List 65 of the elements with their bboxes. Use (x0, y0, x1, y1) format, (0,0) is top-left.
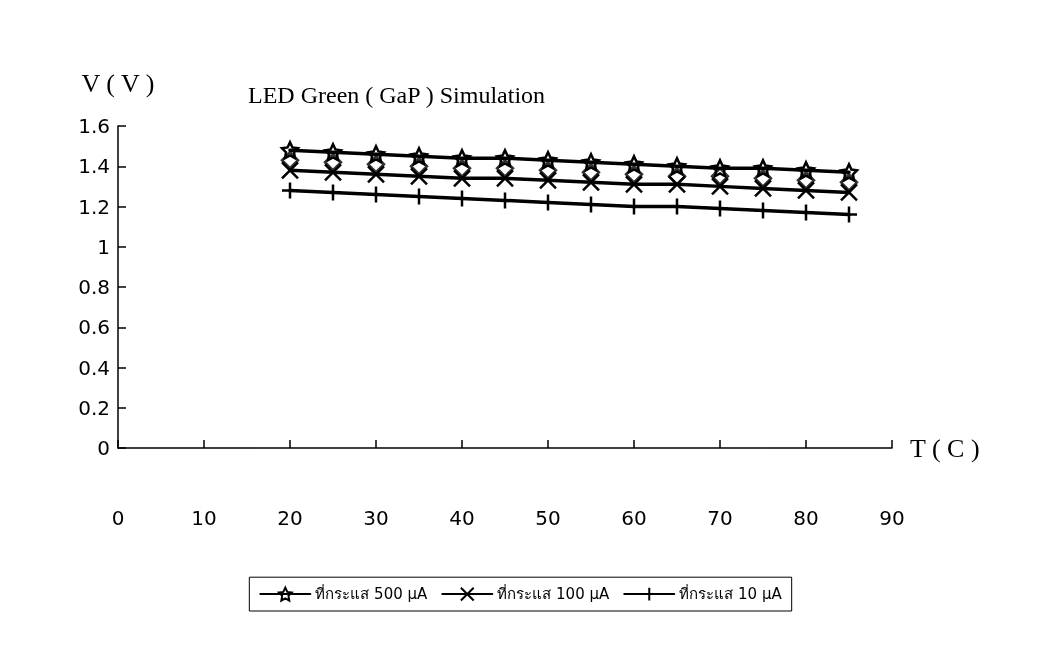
x-tick-label: 10 (191, 506, 217, 530)
x-tick-label: 60 (621, 506, 647, 530)
point (495, 159, 515, 178)
point (581, 152, 601, 172)
legend-label: ที่กระแส 10 μA (679, 583, 783, 604)
point (538, 171, 558, 190)
point (366, 154, 386, 174)
point (667, 175, 687, 194)
point (710, 159, 730, 178)
y-tick-label: 0.6 (78, 315, 110, 340)
point (796, 181, 816, 200)
y-tick-label: 1 (97, 234, 110, 259)
point (366, 165, 386, 184)
point (323, 142, 343, 162)
point (323, 163, 343, 182)
point (409, 167, 429, 186)
point (452, 159, 472, 178)
y-axis-title: V ( V ) (81, 68, 155, 98)
y-tick-label: 1.6 (78, 114, 110, 138)
x-tick-label: 30 (363, 506, 389, 530)
point (710, 167, 730, 186)
y-tick-label: 1.4 (78, 154, 110, 179)
point (710, 177, 730, 196)
x-tick-label: 90 (879, 506, 905, 530)
point (538, 150, 558, 170)
point (452, 169, 472, 188)
point (624, 165, 644, 184)
point (839, 163, 859, 182)
point (624, 175, 644, 194)
point (409, 146, 429, 166)
x-tick-label: 40 (449, 506, 475, 530)
point (495, 148, 515, 168)
point (796, 171, 816, 190)
point (409, 157, 429, 176)
point (667, 157, 687, 176)
x-tick-label: 50 (535, 506, 561, 530)
point (753, 179, 773, 198)
legend-label: ที่กระแส 100 μA (497, 583, 610, 604)
point (753, 159, 773, 178)
y-tick-label: 0.2 (78, 395, 110, 420)
x-tick-label: 70 (707, 506, 733, 530)
point (495, 169, 515, 188)
y-tick-label: 1.2 (78, 194, 110, 219)
y-tick-label: 0 (97, 436, 110, 460)
point (538, 161, 558, 180)
x-axis-title: T ( C ) (910, 433, 980, 463)
point (452, 148, 472, 168)
legend-label: ที่กระแส 500 μA (315, 583, 429, 604)
x-tick-label: 80 (793, 506, 819, 530)
point (280, 140, 300, 160)
point (581, 173, 601, 192)
point (753, 169, 773, 188)
point (581, 163, 601, 182)
point (323, 152, 343, 172)
point (366, 144, 386, 164)
x-tick-label: 20 (277, 506, 303, 530)
chart-title: LED Green ( GaP ) Simulation (248, 82, 546, 108)
point (796, 161, 816, 180)
y-tick-label: 0.4 (78, 355, 110, 380)
point (280, 161, 300, 180)
point (839, 183, 859, 202)
point (624, 154, 644, 174)
point (280, 150, 300, 170)
point (839, 173, 859, 192)
y-tick-label: 0.8 (78, 275, 110, 299)
